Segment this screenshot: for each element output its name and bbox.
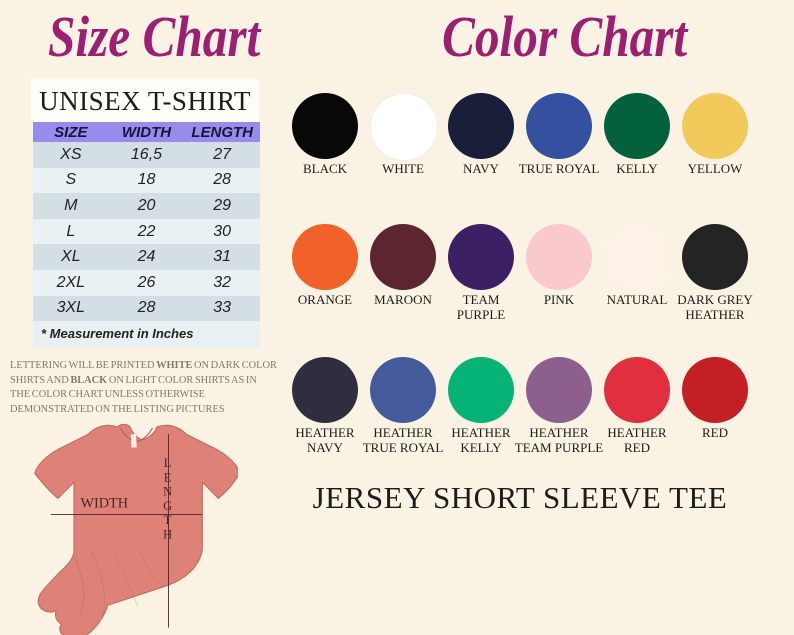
svg-text:Color Chart: Color Chart <box>442 4 689 69</box>
svg-text:N: N <box>163 485 174 499</box>
svg-text:T: T <box>164 513 173 527</box>
svg-text:WIDTH: WIDTH <box>81 495 128 511</box>
svg-text:H: H <box>163 527 174 541</box>
svg-text:Size Chart: Size Chart <box>48 4 262 69</box>
svg-text:L: L <box>164 456 173 470</box>
svg-text:G: G <box>163 499 174 513</box>
svg-text:E: E <box>164 470 173 484</box>
